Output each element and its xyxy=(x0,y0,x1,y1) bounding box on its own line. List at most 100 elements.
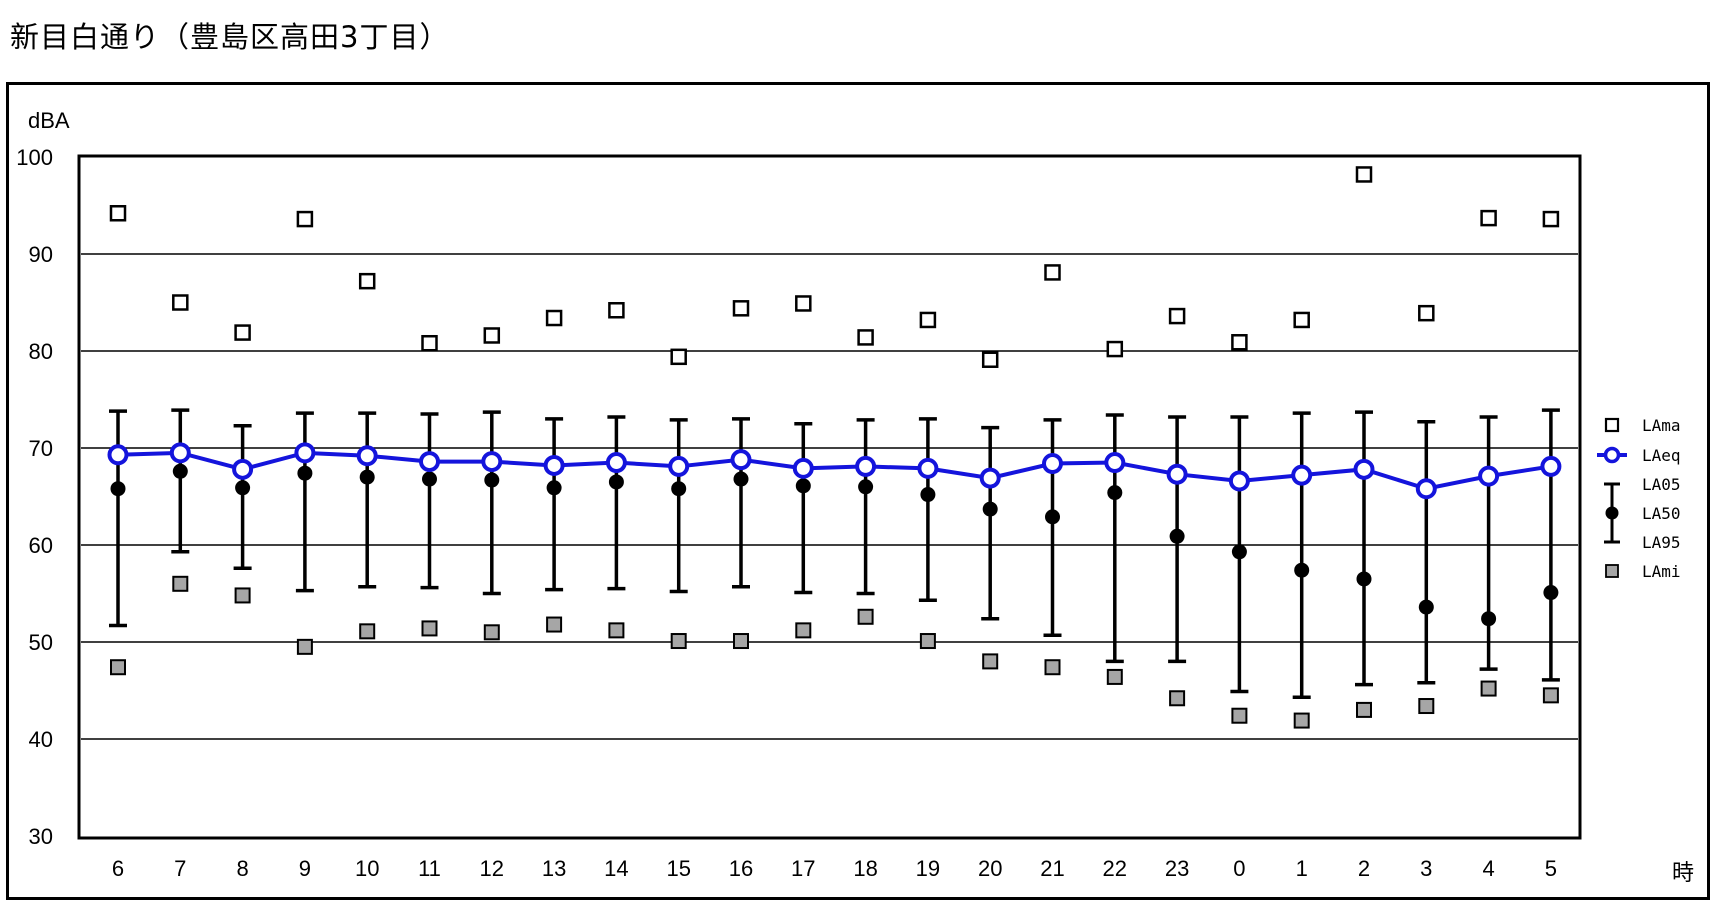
lami-point xyxy=(483,624,500,641)
lami-point xyxy=(1044,659,1061,676)
lama-point xyxy=(732,300,750,317)
x-tick-label: 23 xyxy=(1165,856,1189,881)
legend-laeq-marker xyxy=(1603,446,1621,464)
lama-point xyxy=(795,295,812,312)
lama-point xyxy=(608,302,625,319)
laeq-point xyxy=(792,457,814,479)
la50-point xyxy=(1107,485,1123,501)
y-axis-label: dBA xyxy=(28,108,70,133)
y-axis-ticks: 30 40 50 60 70 80 90 100 xyxy=(16,145,53,849)
x-tick-label: 7 xyxy=(174,856,186,881)
laeq-point xyxy=(1415,478,1437,500)
series-laeq xyxy=(107,442,1562,500)
laeq-point xyxy=(1166,463,1188,485)
y-tick-label: 100 xyxy=(16,145,53,170)
chart-frame xyxy=(6,82,1710,900)
laeq-point xyxy=(356,445,378,467)
lami-point xyxy=(546,616,563,633)
laeq-point xyxy=(917,457,939,479)
lami-point xyxy=(795,622,812,639)
x-tick-label: 6 xyxy=(112,856,124,881)
lami-point xyxy=(733,633,749,650)
y-tick-label: 70 xyxy=(29,436,53,461)
error-bars xyxy=(109,408,1560,700)
laeq-point xyxy=(1478,465,1500,487)
la50-point xyxy=(546,480,562,496)
x-tick-label: 21 xyxy=(1040,856,1064,881)
la50-point xyxy=(1045,509,1060,525)
la50-point xyxy=(608,474,624,490)
la50-point xyxy=(235,480,251,496)
laeq-point xyxy=(1228,470,1250,492)
la50-point xyxy=(920,487,936,503)
la50-point xyxy=(733,471,749,487)
la50-point xyxy=(1356,571,1372,587)
lami-point xyxy=(1231,707,1248,724)
laeq-point xyxy=(1042,453,1063,475)
la50-point xyxy=(110,481,126,497)
y-tick-label: 60 xyxy=(29,533,53,558)
la50-point xyxy=(1231,544,1247,560)
y-tick-label: 90 xyxy=(29,242,53,267)
la50-point xyxy=(671,481,687,497)
lama-point xyxy=(1231,334,1248,351)
laeq-point xyxy=(169,442,191,464)
laeq-point xyxy=(855,455,877,477)
lama-point xyxy=(857,329,874,346)
series-lami xyxy=(110,575,1559,729)
x-axis-label: 時 xyxy=(1672,860,1694,885)
series-la50 xyxy=(110,463,1559,627)
x-tick-label: 19 xyxy=(916,856,940,881)
la50-point xyxy=(982,501,998,517)
la50-point xyxy=(484,472,500,488)
la50-point xyxy=(1543,585,1559,601)
la50-point xyxy=(297,465,313,481)
lami-point xyxy=(234,587,251,604)
x-tick-label: 18 xyxy=(853,856,877,881)
lama-point xyxy=(1355,166,1373,183)
laeq-point xyxy=(419,451,440,473)
grid-lines xyxy=(81,253,1578,740)
legend-label-la95: LA95 xyxy=(1642,533,1681,552)
x-tick-label: 14 xyxy=(604,856,628,881)
laeq-point xyxy=(1291,464,1313,486)
lami-point xyxy=(1106,668,1123,685)
laeq-line xyxy=(117,450,1552,491)
x-tick-label: 5 xyxy=(1545,856,1557,881)
lami-point xyxy=(172,575,189,592)
lama-point xyxy=(421,334,438,352)
x-tick-label: 1 xyxy=(1296,856,1308,881)
lami-point xyxy=(110,659,126,676)
lami-point xyxy=(1169,690,1186,707)
x-tick-label: 10 xyxy=(355,856,379,881)
legend-label-la50: LA50 xyxy=(1642,504,1681,523)
y-tick-label: 30 xyxy=(29,824,53,849)
plot-area-border xyxy=(77,154,1582,840)
lama-point xyxy=(670,348,687,366)
lama-point xyxy=(109,205,127,222)
x-tick-label: 20 xyxy=(978,856,1002,881)
laeq-point xyxy=(979,467,1001,489)
x-tick-label: 12 xyxy=(480,856,504,881)
lami-point xyxy=(608,622,625,639)
x-tick-label: 15 xyxy=(666,856,690,881)
chart-title: 新目白通り（豊島区高田3丁目） xyxy=(10,20,450,54)
lami-point xyxy=(982,653,999,670)
laeq-point xyxy=(1540,455,1562,477)
x-tick-label: 9 xyxy=(299,856,311,881)
laeq-point xyxy=(543,454,565,476)
laeq-point xyxy=(730,449,752,471)
x-tick-label: 3 xyxy=(1420,856,1432,881)
x-tick-label: 16 xyxy=(729,856,753,881)
lama-point xyxy=(1418,304,1435,322)
la50-point xyxy=(858,479,874,495)
legend-lami-marker xyxy=(1605,564,1619,578)
x-tick-label: 4 xyxy=(1482,856,1494,881)
lami-point xyxy=(359,623,376,640)
la50-point xyxy=(1294,562,1310,578)
lami-point xyxy=(1356,701,1372,718)
lami-point xyxy=(1480,680,1497,697)
x-axis-ticks: 6 7 8 9 10 11 12 13 14 15 16 17 18 19 20 21 22 23 0 1 2 3 4 5 xyxy=(112,856,1557,881)
lama-point xyxy=(1293,311,1310,329)
